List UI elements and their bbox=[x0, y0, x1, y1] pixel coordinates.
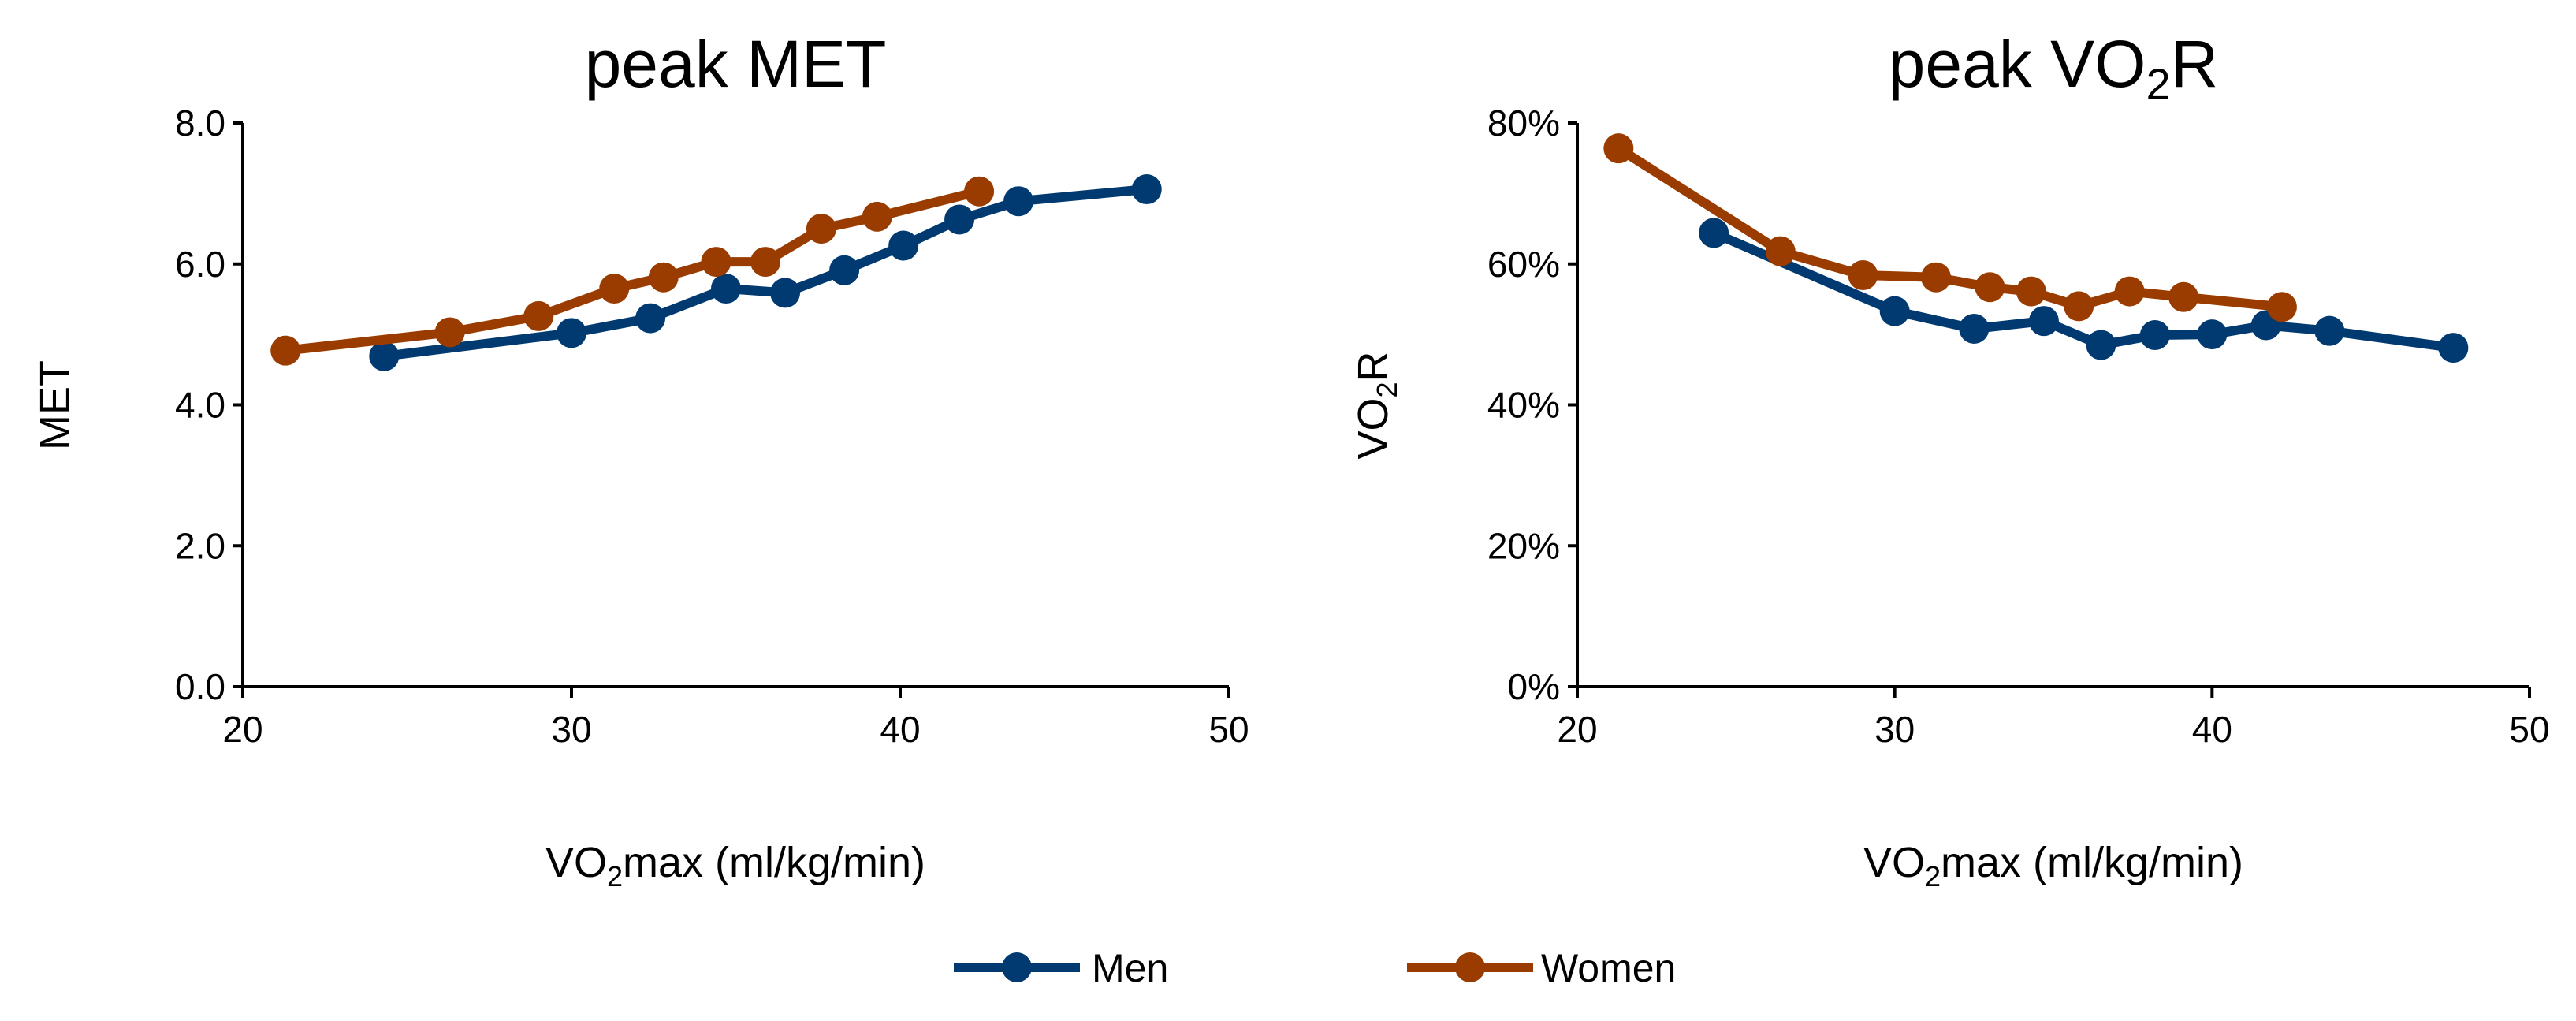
data-point-men bbox=[2438, 333, 2469, 363]
x-tick-label: 40 bbox=[2192, 709, 2232, 750]
data-point-women bbox=[2266, 292, 2297, 322]
data-point-women bbox=[2168, 281, 2199, 312]
x-tick-label: 30 bbox=[1874, 709, 1915, 750]
y-tick-label: 40% bbox=[1487, 385, 1560, 426]
data-point-men bbox=[1879, 296, 1910, 326]
chart-title: peak VO2R bbox=[1889, 27, 2219, 109]
legend-item-men: Men bbox=[954, 946, 1168, 990]
data-point-men bbox=[710, 274, 741, 304]
data-point-women bbox=[270, 335, 301, 366]
y-tick-label: 0% bbox=[1508, 666, 1560, 707]
data-point-men bbox=[1003, 186, 1034, 217]
data-point-men bbox=[2028, 306, 2059, 337]
data-point-men bbox=[2197, 319, 2228, 350]
y-tick-label: 0.0 bbox=[175, 666, 225, 707]
series-line-women bbox=[285, 186, 981, 356]
data-point-men bbox=[1699, 218, 1729, 248]
y-tick-label: 20% bbox=[1487, 525, 1560, 566]
data-point-women bbox=[862, 201, 892, 232]
chart-peak-met: peak MET MET VO2max (ml/kg/min) 0.0 2.0 4.… bbox=[32, 27, 1249, 892]
legend-label-women: Women bbox=[1541, 946, 1676, 990]
legend-item-women: Women bbox=[1407, 946, 1676, 990]
legend-marker-men bbox=[1002, 952, 1032, 982]
x-tick-label: 20 bbox=[1557, 709, 1597, 750]
x-axis-title: VO2max (ml/kg/min) bbox=[545, 839, 925, 892]
data-point-men bbox=[888, 230, 919, 261]
series-line-men bbox=[383, 184, 1148, 361]
data-point-women bbox=[1603, 133, 1634, 164]
data-point-women bbox=[1848, 260, 1878, 291]
data-point-women bbox=[2016, 276, 2046, 307]
data-point-women bbox=[1921, 262, 1952, 293]
data-point-women bbox=[2064, 291, 2094, 322]
x-axis-title: VO2max (ml/kg/min) bbox=[1863, 839, 2243, 892]
data-point-women bbox=[523, 300, 554, 331]
data-point-men bbox=[1131, 174, 1162, 205]
data-point-women bbox=[1765, 236, 1796, 266]
data-point-men bbox=[2086, 330, 2116, 360]
data-point-women bbox=[806, 214, 836, 244]
data-point-women bbox=[1975, 272, 2005, 303]
x-tick-label: 20 bbox=[222, 709, 262, 750]
data-point-women bbox=[2114, 276, 2145, 307]
x-tick-label: 40 bbox=[880, 709, 920, 750]
data-point-men bbox=[557, 318, 586, 348]
legend-marker-women bbox=[1455, 952, 1485, 982]
legend: Men Women bbox=[954, 946, 1676, 990]
data-point-women bbox=[964, 176, 995, 207]
legend-label-men: Men bbox=[1092, 946, 1168, 990]
data-point-men bbox=[770, 278, 801, 308]
chart-title: peak MET bbox=[585, 27, 887, 101]
data-point-men bbox=[829, 255, 860, 285]
data-point-men bbox=[1959, 313, 1990, 344]
data-point-women bbox=[701, 247, 731, 278]
y-tick-label: 8.0 bbox=[175, 102, 225, 143]
data-point-women bbox=[648, 262, 679, 293]
y-tick-label: 60% bbox=[1487, 244, 1560, 285]
data-point-men bbox=[635, 303, 666, 334]
x-tick-label: 50 bbox=[1208, 709, 1249, 750]
data-point-men bbox=[369, 341, 400, 371]
y-tick-label: 80% bbox=[1487, 102, 1560, 143]
y-tick-label: 2.0 bbox=[175, 525, 225, 566]
data-point-men bbox=[2139, 320, 2170, 351]
data-point-women bbox=[434, 317, 465, 348]
data-point-men bbox=[2314, 315, 2345, 346]
series-line-women bbox=[1616, 144, 2283, 312]
y-tick-label: 4.0 bbox=[175, 385, 225, 426]
y-axis-title: MET bbox=[32, 360, 79, 450]
data-point-women bbox=[750, 247, 781, 278]
x-tick-label: 50 bbox=[2509, 709, 2549, 750]
series-line-men bbox=[1711, 228, 2455, 353]
data-point-men bbox=[944, 204, 975, 235]
y-tick-label: 6.0 bbox=[175, 244, 225, 285]
y-axis-title: VO2R bbox=[1349, 351, 1403, 459]
chart-peak-vo2r: peak VO2R VO2R VO2max (ml/kg/min) 0% 20% 4… bbox=[1349, 27, 2550, 892]
data-point-women bbox=[599, 274, 630, 304]
x-tick-label: 30 bbox=[551, 709, 591, 750]
